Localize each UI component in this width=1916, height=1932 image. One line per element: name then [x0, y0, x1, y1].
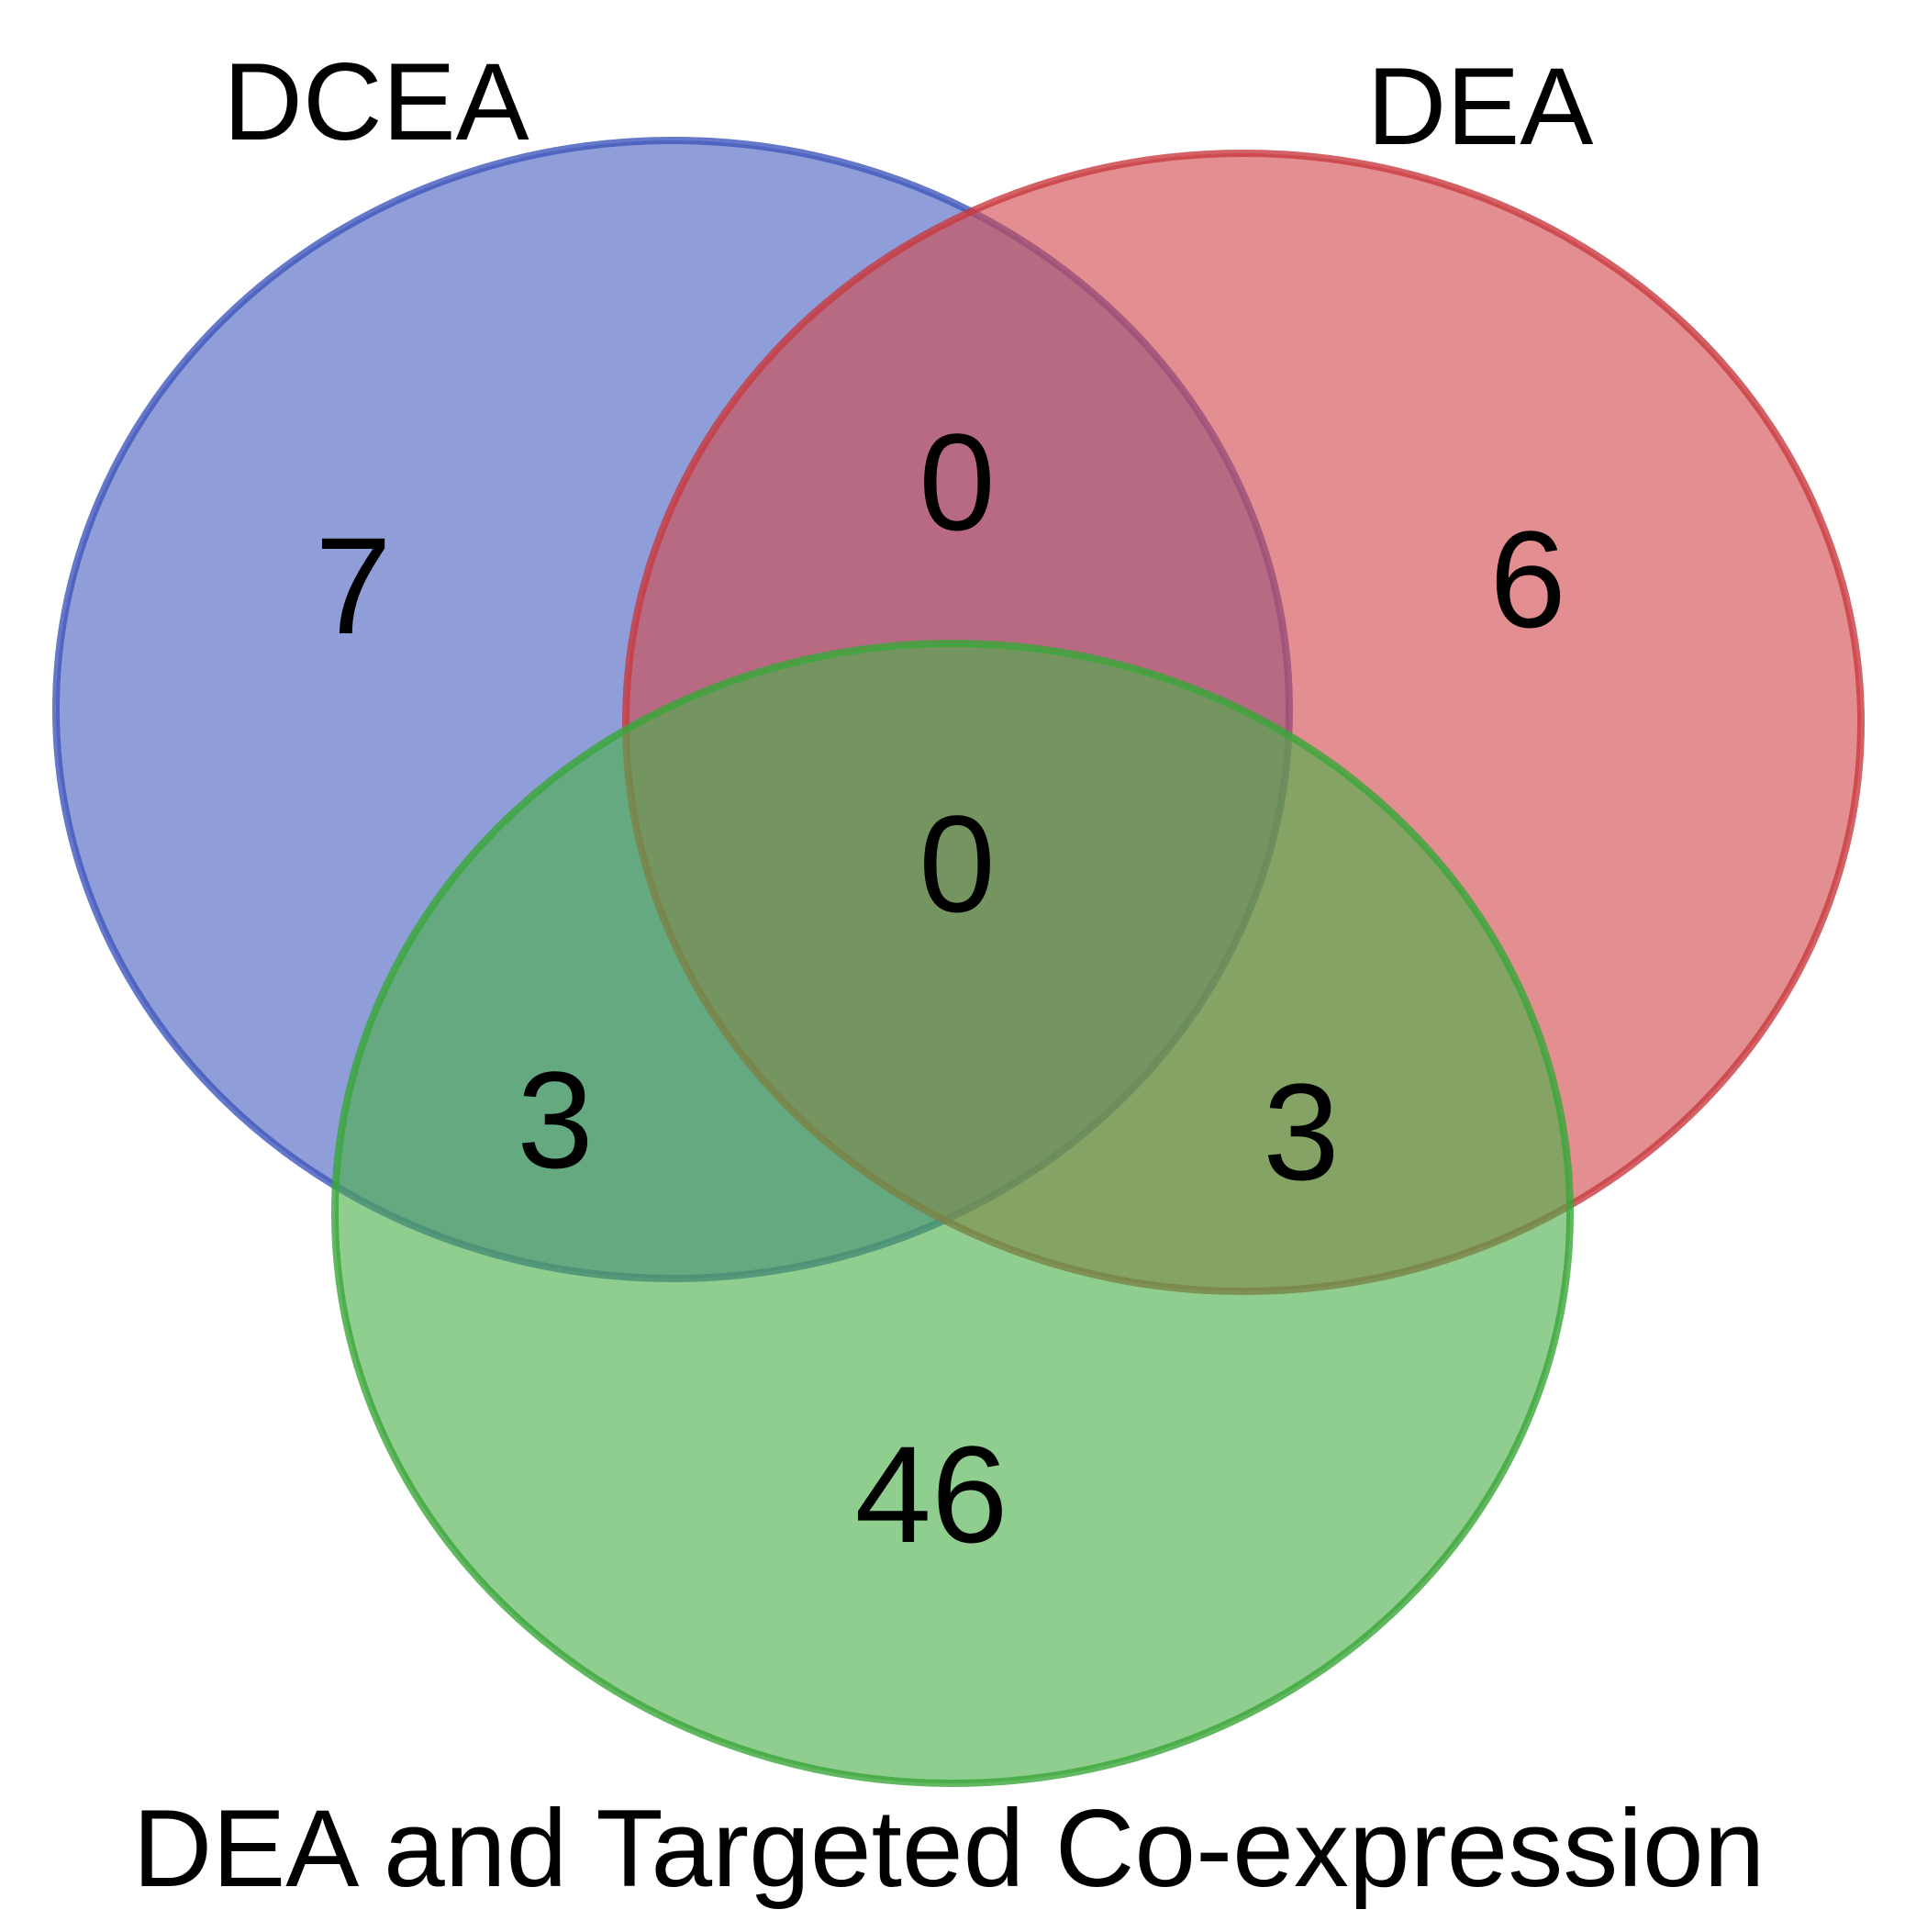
- count-dcea-dea: 0: [919, 405, 995, 559]
- count-dcea-dea-targeted: 3: [517, 1043, 593, 1197]
- set-label-dea-targeted-coexpression: DEA and Targeted Co-expression: [133, 1787, 1766, 1910]
- set-label-dea: DEA: [1367, 45, 1594, 168]
- set-circle-dea-targeted-coexpression: [331, 640, 1574, 1787]
- count-all-three: 0: [919, 787, 995, 941]
- count-dcea-only: 7: [315, 508, 391, 663]
- set-label-dcea: DCEA: [223, 40, 529, 163]
- count-dea-targeted-only: 46: [855, 1417, 1008, 1571]
- count-dea-dea-targeted: 3: [1263, 1055, 1339, 1209]
- count-dea-only: 6: [1489, 502, 1565, 656]
